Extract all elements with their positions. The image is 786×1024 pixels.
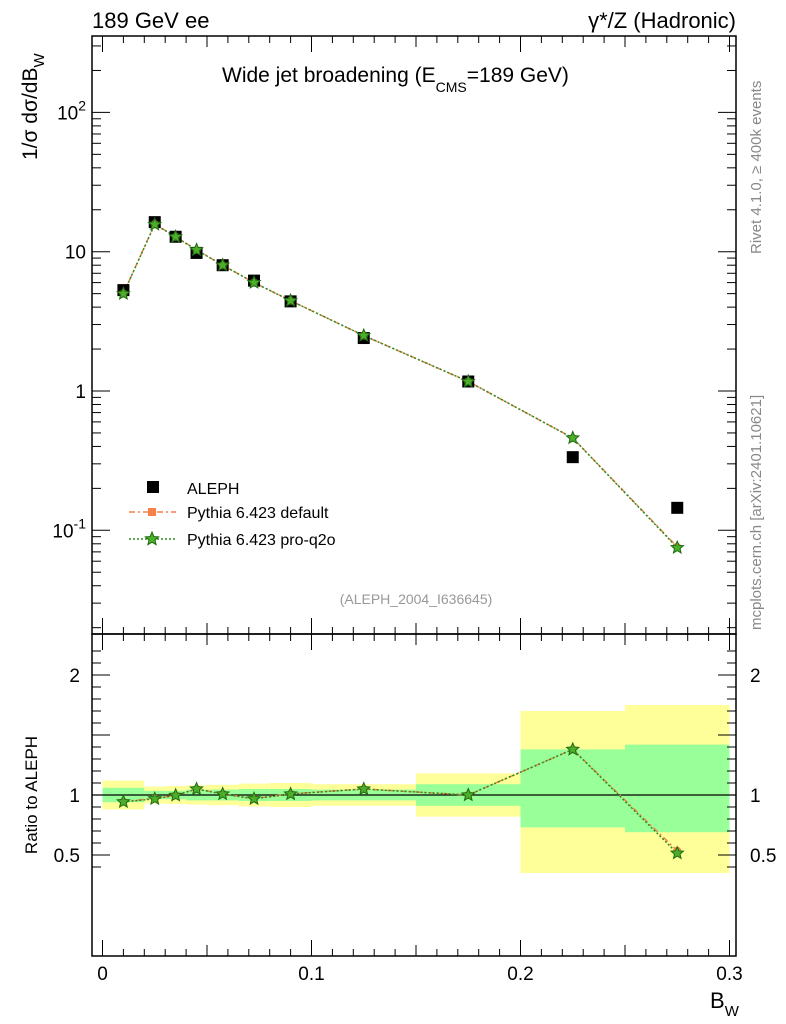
ratio-proq2o-point xyxy=(147,791,163,806)
ratio-proq2o-point xyxy=(168,787,184,802)
y-tick-label: 1 xyxy=(75,382,86,403)
ratio-proq2o-point xyxy=(189,781,204,796)
x-tick-label: 0.1 xyxy=(298,964,324,985)
legend-label-proq2o: Pythia 6.423 pro-q2o xyxy=(187,532,336,549)
legend: ALEPH Pythia 6.423 default Pythia 6.423 … xyxy=(129,481,336,549)
ratio-proq2o-point xyxy=(460,787,476,802)
legend-label-default: Pythia 6.423 default xyxy=(187,505,329,522)
default-series-line xyxy=(122,222,678,548)
legend-marker-proq2o xyxy=(144,530,160,546)
ratio-proq2o-point xyxy=(215,786,231,801)
ratio-axis-label: Ratio to ALEPH xyxy=(22,736,41,854)
ratio-proq2o-point xyxy=(356,781,372,796)
proq2o-series-line xyxy=(122,223,678,549)
ratio-y-tick-label-right: 2 xyxy=(750,666,761,687)
energy-label: 189 GeV ee xyxy=(92,8,209,33)
legend-marker-default xyxy=(148,508,156,516)
y-tick-label: 10 xyxy=(65,243,86,264)
analysis-tag: (ALEPH_2004_I636645) xyxy=(340,591,493,607)
proq2o-data-point xyxy=(189,242,204,257)
proq2o-data-point xyxy=(215,257,231,272)
ratio-band-inner xyxy=(520,749,625,828)
y-tick-label: 102 xyxy=(57,97,86,124)
ratio-proq2o-point xyxy=(115,794,131,809)
ratio-y-tick-label-right: 0.5 xyxy=(750,846,776,867)
proq2o-data-point xyxy=(356,327,372,342)
aleph-data-point xyxy=(566,451,579,464)
ratio-band-inner xyxy=(625,744,730,833)
proq2o-data-point xyxy=(283,292,299,307)
proq2o-data-point xyxy=(246,274,262,289)
legend-marker-aleph xyxy=(147,481,159,493)
process-label: γ*/Z (Hadronic) xyxy=(588,8,736,33)
plot-title: Wide jet broadening (ECMS=189 GeV) xyxy=(222,64,569,95)
ratio-proq2o-point xyxy=(283,786,299,801)
legend-label-aleph: ALEPH xyxy=(187,481,239,498)
proq2o-data-point xyxy=(460,373,476,388)
ratio-proq2o-point xyxy=(565,741,581,756)
ratio-proq2o-point xyxy=(669,845,685,860)
proq2o-data-point xyxy=(115,285,131,300)
x-tick-label: 0.3 xyxy=(716,964,742,985)
ratio-y-tick-label: 0.5 xyxy=(54,846,80,867)
proq2o-data-point xyxy=(669,539,685,555)
ratio-y-tick-label: 1 xyxy=(69,786,80,807)
proq2o-data-point xyxy=(147,216,163,231)
x-tick-label: 0 xyxy=(97,964,108,985)
ratio-y-tick-label-right: 1 xyxy=(750,786,761,807)
x-tick-label: 0.2 xyxy=(507,964,533,985)
ratio-proq2o-point xyxy=(246,791,262,806)
proq2o-data-point xyxy=(168,228,184,244)
aleph-data-point xyxy=(671,501,684,514)
rivet-label: Rivet 4.1.0, ≥ 400k events xyxy=(748,81,765,254)
ratio-y-tick-label: 2 xyxy=(69,666,80,687)
proq2o-data-point xyxy=(565,430,581,445)
y-tick-label: 10-1 xyxy=(52,515,86,542)
y-axis-label: 1/σ dσ/dBW xyxy=(19,53,48,160)
mcplots-label: mcplots.cern.ch [arXiv:2401.10621] xyxy=(748,395,765,630)
x-axis-label: BW xyxy=(710,988,740,1020)
